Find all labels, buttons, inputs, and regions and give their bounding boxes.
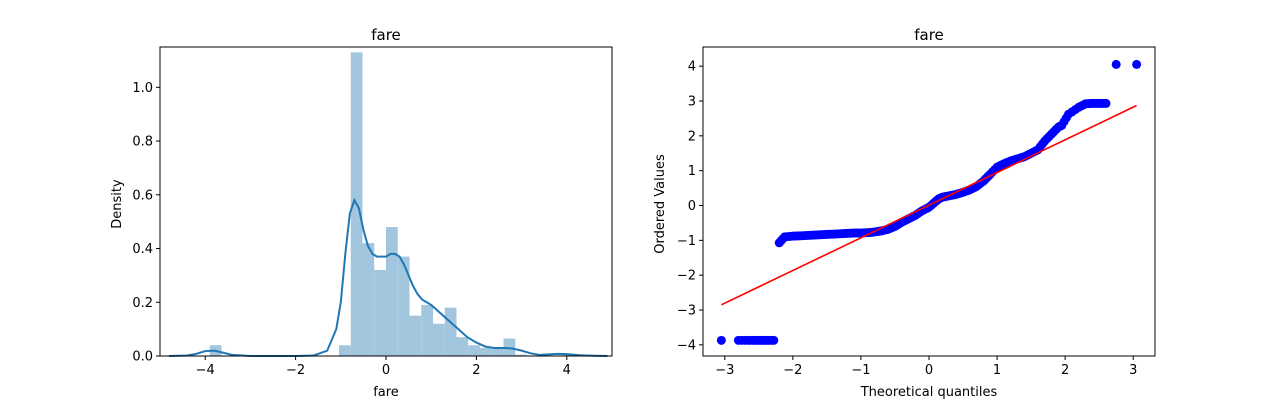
histogram-bar: [503, 338, 516, 356]
y-tick-label: −4: [677, 338, 696, 353]
histogram-bar: [362, 243, 375, 356]
qq-point: [769, 335, 779, 345]
histogram-bar: [515, 354, 528, 356]
histogram-title: fare: [371, 26, 401, 44]
x-tick-label: 4: [563, 363, 571, 378]
histogram-bar: [386, 227, 398, 356]
qq-point: [1111, 59, 1121, 69]
x-tick-label: −1: [851, 363, 870, 378]
y-tick-label: 0.4: [132, 242, 153, 257]
qq-plot-x-label: Theoretical quantiles: [860, 385, 998, 400]
x-tick-label: 2: [472, 363, 480, 378]
histogram-bar: [491, 347, 504, 356]
y-tick-label: 0.8: [132, 135, 153, 150]
histogram-bar: [338, 345, 351, 356]
x-tick-label: −2: [783, 363, 802, 378]
x-tick-label: 2: [1061, 363, 1069, 378]
histogram-bar: [468, 345, 481, 356]
qq-plot-y-ticks: −4 −3 −2 −1 0 1 2 3 4: [677, 60, 703, 353]
x-tick-label: 1: [993, 363, 1001, 378]
x-tick-label: −2: [286, 363, 305, 378]
y-tick-label: 1: [688, 164, 696, 179]
y-tick-label: −3: [677, 304, 696, 319]
qq-point: [716, 335, 726, 345]
qq-plot-panel: fare −3 −2 −1 0 1 2 3 −4 −3 −2 −1 0 1 2 3 4 Theoretica…: [653, 26, 1156, 400]
qq-plot-x-ticks: −3 −2 −1 0 1 2 3: [715, 356, 1137, 378]
histogram-y-ticks: 0.0 0.2 0.4 0.6 0.8 1.0: [132, 81, 160, 365]
qq-point: [1101, 98, 1111, 108]
x-tick-label: 0: [382, 363, 390, 378]
histogram-y-label: Density: [110, 179, 125, 229]
histogram-bar: [409, 315, 422, 356]
histogram-bar: [421, 304, 434, 356]
y-tick-label: 2: [688, 129, 696, 144]
histogram-panel: fare −4 −2 0 2 4 0.0 0.2 0.4 0.6 0.8 1.0 fare Den…: [110, 26, 613, 400]
y-tick-label: 4: [688, 60, 696, 75]
histogram-bar: [444, 307, 457, 356]
x-tick-label: −3: [715, 363, 734, 378]
histogram-bar: [456, 337, 469, 356]
histogram-bar: [374, 270, 386, 356]
qq-fit-line: [721, 104, 1137, 306]
x-tick-label: 0: [925, 363, 933, 378]
y-tick-label: 1.0: [132, 81, 153, 96]
y-tick-label: 0.0: [132, 350, 153, 365]
qq-plot-points: [716, 59, 1142, 345]
histogram-bar: [433, 323, 445, 356]
qq-point: [1132, 59, 1142, 69]
y-tick-label: 0.6: [132, 188, 153, 203]
y-tick-label: 0.2: [132, 296, 153, 311]
y-tick-label: −1: [677, 234, 696, 249]
qq-plot-y-label: Ordered Values: [653, 154, 668, 254]
x-tick-label: 3: [1129, 363, 1137, 378]
y-tick-label: 0: [688, 199, 696, 214]
histogram-x-label: fare: [373, 385, 399, 400]
y-tick-label: −2: [677, 269, 696, 284]
histogram-bar: [562, 354, 575, 356]
histogram-x-ticks: −4 −2 0 2 4: [196, 356, 571, 378]
histogram-bar: [480, 347, 492, 356]
x-tick-label: −4: [196, 363, 215, 378]
histogram-bar: [397, 256, 410, 356]
y-tick-label: 3: [688, 94, 696, 109]
qq-plot-title: fare: [914, 26, 944, 44]
